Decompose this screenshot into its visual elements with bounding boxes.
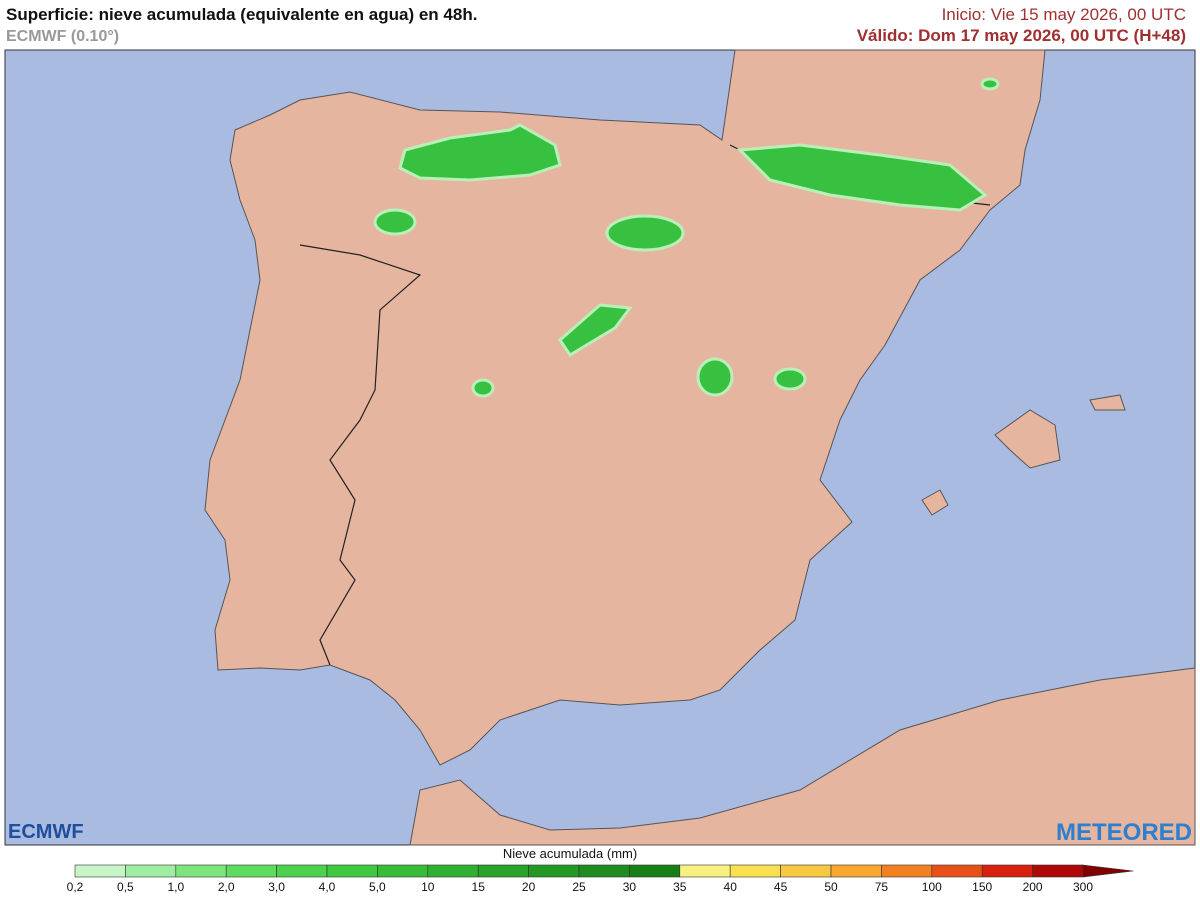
legend-label: 4,0	[319, 880, 336, 894]
snow-area	[373, 208, 417, 236]
legend-swatch	[578, 864, 630, 878]
legend-swatch	[125, 864, 177, 878]
model: ECMWF (0.10°)	[6, 28, 119, 45]
meteored-logo: METEORED	[1056, 819, 1192, 846]
legend-swatch	[377, 864, 429, 878]
legend-label: 300	[1073, 880, 1093, 894]
legend-arrow	[1082, 864, 1134, 878]
legend-swatch	[629, 864, 681, 878]
legend-swatch	[276, 864, 328, 878]
snow-area	[773, 367, 807, 391]
legend-label: 150	[972, 880, 992, 894]
mallorca	[994, 409, 1061, 469]
iberia	[204, 49, 1046, 766]
legend-label: 0,5	[117, 880, 134, 894]
legend-swatch	[981, 864, 1033, 878]
legend-label: 15	[472, 880, 486, 894]
legend-swatch	[326, 864, 378, 878]
legend-label: 200	[1023, 880, 1043, 894]
legend-label: 45	[774, 880, 788, 894]
legend-label: 3,0	[268, 880, 285, 894]
map	[4, 49, 1196, 846]
snow-area	[398, 123, 562, 182]
legend-swatch	[175, 864, 227, 878]
legend-label: 2,0	[218, 880, 235, 894]
snow-areas	[373, 77, 1000, 398]
snow-area	[605, 214, 685, 252]
legend-label: 25	[572, 880, 586, 894]
init-time: Inicio: Vie 15 may 2026, 00 UTC	[942, 5, 1186, 24]
legend-swatch	[528, 864, 580, 878]
menorca	[1089, 394, 1126, 411]
legend-swatch	[427, 864, 479, 878]
legend-label: 75	[875, 880, 889, 894]
legend-title: Nieve acumulada (mm)	[503, 846, 637, 861]
valid-time: Válido: Dom 17 may 2026, 00 UTC (H+48)	[857, 26, 1186, 45]
legend-swatch	[931, 864, 983, 878]
legend-label: 10	[421, 880, 435, 894]
legend-label: 50	[824, 880, 838, 894]
legend-swatch	[225, 864, 277, 878]
legend-swatch	[679, 864, 731, 878]
ibiza	[921, 489, 949, 516]
legend-swatch	[729, 864, 781, 878]
ecmwf-logo: ECMWF	[8, 821, 84, 843]
legend-swatch	[830, 864, 882, 878]
legend-swatch	[1032, 864, 1084, 878]
legend-label: 0,2	[67, 880, 84, 894]
legend-swatch	[780, 864, 832, 878]
snow-area	[558, 303, 633, 358]
snow-area	[696, 357, 734, 397]
snow-area	[980, 77, 1000, 91]
legend: 0,2 0,5 1,0 2,0 3,0 4,0 5,0 10 15 20 25 30 35 40 45 50 7…	[67, 864, 1134, 894]
legend-label: 40	[724, 880, 738, 894]
legend-swatch	[881, 864, 933, 878]
legend-swatch	[74, 864, 126, 878]
legend-label: 20	[522, 880, 536, 894]
snow-area	[471, 378, 495, 398]
legend-swatch	[477, 864, 529, 878]
legend-label: 35	[673, 880, 687, 894]
legend-label: 1,0	[167, 880, 184, 894]
legend-label: 100	[922, 880, 942, 894]
title: Superficie: nieve acumulada (equivalente…	[6, 5, 477, 24]
snow-area	[736, 143, 988, 212]
legend-label: 5,0	[369, 880, 386, 894]
legend-label: 30	[623, 880, 637, 894]
north-africa	[409, 667, 1196, 846]
